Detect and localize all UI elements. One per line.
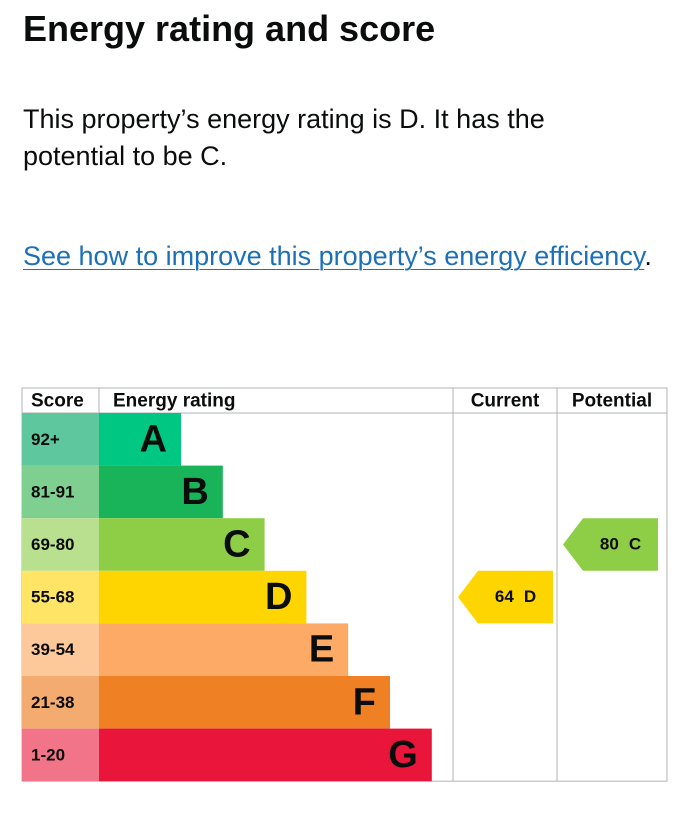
rating-letter: F <box>353 681 376 723</box>
potential-rating: 80 C <box>600 535 641 554</box>
score-cell <box>22 518 99 571</box>
score-band: 21-38 <box>31 693 74 712</box>
rating-letter: B <box>181 471 208 513</box>
heading: Energy rating and score <box>23 8 436 49</box>
improve-link[interactable]: See how to improve this property’s energ… <box>23 241 645 271</box>
rating-bar <box>99 728 432 782</box>
potential-letter: C <box>629 535 641 554</box>
score-band: 92+ <box>31 430 60 449</box>
current-letter: D <box>524 588 536 607</box>
column-header: Score <box>31 391 84 412</box>
rating-bar <box>99 676 390 729</box>
score-cell <box>22 676 99 729</box>
score-band: 39-54 <box>31 640 75 659</box>
rating-letter: G <box>388 734 418 776</box>
rating-letter: D <box>265 576 292 618</box>
column-header: Potential <box>572 391 652 412</box>
rating-bar <box>99 518 265 571</box>
score-band: 81-91 <box>31 482 74 501</box>
rating-bar <box>99 413 181 466</box>
current-rating: 64 D <box>495 588 536 607</box>
rating-letter: A <box>140 418 167 460</box>
rating-bar <box>99 623 349 676</box>
rating-bar <box>99 465 223 519</box>
score-cell <box>22 623 99 676</box>
score-band: 69-80 <box>31 535 74 554</box>
score-cell <box>22 570 99 624</box>
column-header: Current <box>471 391 540 412</box>
rating-letter: C <box>223 524 250 566</box>
link-suffix: . <box>644 241 652 271</box>
rating-bar <box>99 570 307 624</box>
score-cell <box>22 413 99 466</box>
score-band: 55-68 <box>31 588 74 607</box>
potential-arrow <box>563 518 658 571</box>
column-header: Energy rating <box>113 391 235 412</box>
score-cell <box>22 465 99 519</box>
current-arrow <box>458 570 553 624</box>
potential-score: 80 <box>600 535 619 554</box>
link-paragraph: See how to improve this property’s energ… <box>23 238 653 274</box>
score-cell <box>22 728 99 782</box>
current-score: 64 <box>495 588 514 607</box>
summary: This property’s energy rating is D. It h… <box>23 104 545 171</box>
rating-letter: E <box>309 629 334 671</box>
score-band: 1-20 <box>31 745 65 764</box>
